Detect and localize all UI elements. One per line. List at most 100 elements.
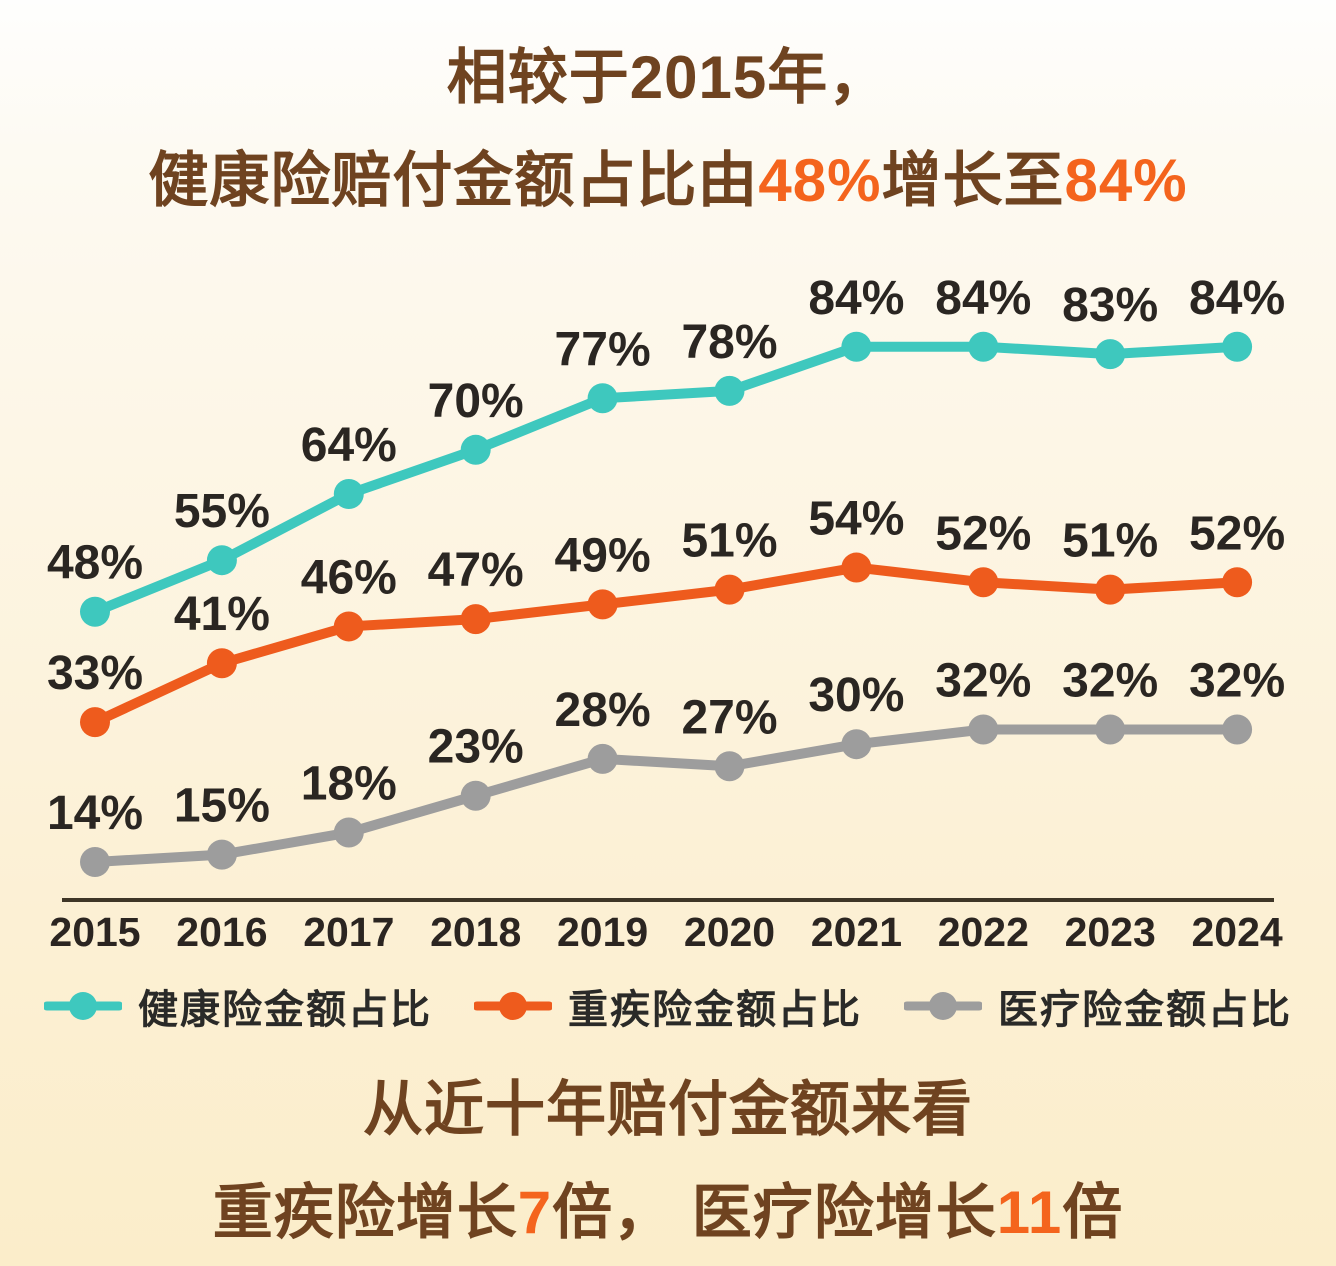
- plain-text: 重疾险增长: [212, 1179, 518, 1246]
- data-label-health-2024: 84%: [1189, 272, 1285, 325]
- legend-label-medical: 医疗险金额占比: [998, 988, 1292, 1032]
- plain-text: 增长至: [881, 147, 1065, 214]
- data-point-health-2017: [333, 478, 364, 509]
- footer-line-1: 从近十年赔付金额来看: [363, 1076, 973, 1143]
- data-point-health-2021: [841, 331, 872, 362]
- plain-text: 倍，: [552, 1179, 692, 1246]
- data-label-health-2016: 55%: [174, 485, 270, 538]
- x-tick-label-2015: 2015: [49, 909, 140, 955]
- plain-text: 医疗险增长: [691, 1179, 997, 1246]
- x-tick-label-2020: 2020: [684, 909, 775, 955]
- data-label-medical-2024: 32%: [1189, 654, 1285, 707]
- data-point-medical-2019: [587, 743, 618, 774]
- data-label-medical-2019: 28%: [555, 684, 651, 737]
- data-point-medical-2022: [968, 714, 999, 745]
- data-point-health-2024: [1222, 331, 1253, 362]
- accent-text: 48%: [758, 147, 882, 214]
- data-label-health-2022: 84%: [935, 272, 1031, 325]
- legend-label-critical: 重疾险金额占比: [568, 988, 862, 1032]
- data-label-medical-2021: 30%: [808, 669, 904, 722]
- data-point-medical-2018: [460, 780, 491, 811]
- series-line-critical: [90, 562, 1243, 728]
- data-point-critical-2020: [714, 574, 745, 605]
- data-label-medical-2020: 27%: [681, 691, 777, 744]
- x-tick-label-2019: 2019: [557, 909, 648, 955]
- footer-block: 从近十年赔付金额来看 重疾险增长7倍， 医疗险增长11倍: [0, 1058, 1336, 1264]
- data-point-medical-2020: [714, 751, 745, 782]
- title-line-2: 健康险赔付金额占比由48%增长至84%: [0, 129, 1336, 232]
- x-tick-label-2023: 2023: [1065, 909, 1156, 955]
- x-tick-label-2021: 2021: [811, 909, 902, 955]
- data-label-health-2023: 83%: [1062, 279, 1158, 332]
- legend-item-critical: 重疾险金额占比: [474, 977, 862, 1035]
- data-label-medical-2015: 14%: [47, 787, 143, 840]
- legend-item-medical: 医疗险金额占比: [904, 977, 1292, 1035]
- data-point-critical-2017: [333, 611, 364, 642]
- legend-marker-icon-health: [44, 992, 122, 1020]
- data-point-critical-2016: [206, 648, 237, 679]
- data-label-critical-2018: 47%: [428, 544, 524, 597]
- x-tick-label-2024: 2024: [1191, 909, 1282, 955]
- data-label-medical-2017: 18%: [301, 758, 397, 811]
- footer-line-2: 重疾险增长7倍， 医疗险增长11倍: [0, 1161, 1336, 1264]
- x-tick-label-2016: 2016: [176, 909, 267, 955]
- data-point-medical-2024: [1222, 714, 1253, 745]
- plain-text: 倍: [1062, 1179, 1124, 1246]
- data-point-critical-2024: [1222, 567, 1253, 598]
- data-point-critical-2021: [841, 552, 872, 583]
- data-label-health-2017: 64%: [301, 419, 397, 472]
- data-point-medical-2023: [1095, 714, 1126, 745]
- data-point-medical-2017: [333, 817, 364, 848]
- data-label-critical-2017: 46%: [301, 551, 397, 604]
- title-line-1: 相较于2015年，: [446, 44, 890, 111]
- data-point-health-2019: [587, 383, 618, 414]
- data-label-critical-2020: 51%: [681, 515, 777, 568]
- plain-text: 健康险赔付金额占比由: [148, 147, 759, 214]
- x-tick-label-2017: 2017: [303, 909, 394, 955]
- data-label-critical-2023: 51%: [1062, 515, 1158, 568]
- accent-text: 84%: [1064, 147, 1188, 214]
- data-point-health-2016: [206, 545, 237, 576]
- data-label-critical-2021: 54%: [808, 493, 904, 546]
- data-label-medical-2018: 23%: [428, 721, 524, 774]
- legend-marker-icon-critical: [474, 992, 552, 1020]
- data-label-health-2021: 84%: [808, 272, 904, 325]
- data-label-critical-2019: 49%: [555, 529, 651, 582]
- data-point-critical-2022: [968, 567, 999, 598]
- accent-text: 11: [996, 1179, 1063, 1246]
- data-label-critical-2022: 52%: [935, 507, 1031, 560]
- data-label-critical-2015: 33%: [47, 647, 143, 700]
- data-point-medical-2021: [841, 729, 872, 760]
- data-point-critical-2018: [460, 604, 491, 635]
- series-line-medical: [90, 724, 1243, 867]
- title-block: 相较于2015年， 健康险赔付金额占比由48%增长至84%: [0, 26, 1336, 232]
- data-label-health-2019: 77%: [555, 323, 651, 376]
- data-point-health-2015: [80, 596, 110, 627]
- legend-marker-icon-medical: [904, 992, 982, 1020]
- legend-item-health: 健康险金额占比: [44, 977, 432, 1035]
- data-label-health-2020: 78%: [681, 316, 777, 369]
- accent-text: 7: [517, 1179, 553, 1246]
- data-point-medical-2016: [206, 839, 237, 870]
- chart-legend: 健康险金额占比 重疾险金额占比 医疗险金额占比: [0, 976, 1336, 1036]
- data-point-critical-2015: [80, 707, 110, 738]
- legend-label-health: 健康险金额占比: [138, 988, 432, 1032]
- data-point-medical-2015: [80, 846, 110, 877]
- data-point-critical-2019: [587, 589, 618, 620]
- data-point-health-2018: [460, 434, 491, 465]
- data-label-medical-2016: 15%: [174, 780, 270, 833]
- x-tick-label-2018: 2018: [430, 909, 521, 955]
- data-label-critical-2016: 41%: [174, 588, 270, 641]
- data-label-health-2015: 48%: [47, 537, 143, 590]
- data-point-health-2020: [714, 375, 745, 406]
- data-point-critical-2023: [1095, 574, 1126, 605]
- data-point-health-2022: [968, 331, 999, 362]
- data-label-health-2018: 70%: [428, 375, 524, 428]
- series-line-health: [90, 341, 1243, 617]
- x-tick-label-2022: 2022: [938, 909, 1029, 955]
- data-label-medical-2022: 32%: [935, 654, 1031, 707]
- data-label-critical-2024: 52%: [1189, 507, 1285, 560]
- data-label-medical-2023: 32%: [1062, 654, 1158, 707]
